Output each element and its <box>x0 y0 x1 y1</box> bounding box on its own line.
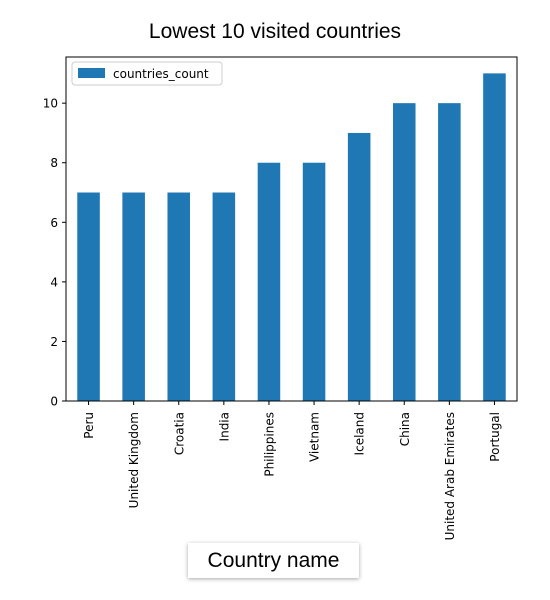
y-tick-label: 8 <box>50 156 58 170</box>
legend-swatch <box>78 68 105 78</box>
legend: countries_count <box>71 61 223 86</box>
bar <box>347 132 371 401</box>
bar <box>392 103 416 401</box>
x-tick-label: Philippines <box>262 412 276 477</box>
y-tick-label: 6 <box>50 216 58 230</box>
bar <box>77 192 100 401</box>
bar <box>438 103 461 401</box>
legend-box <box>71 61 223 86</box>
bars-layer <box>77 73 506 401</box>
x-axis: Peru United Kingdom Croatia India Philippine… <box>82 401 502 540</box>
x-tick-label: Iceland <box>353 412 367 455</box>
x-tick-label: India <box>217 412 231 441</box>
x-tick-label: China <box>398 412 412 446</box>
y-tick-label: 10 <box>43 97 58 111</box>
y-tick-label: 0 <box>50 395 58 409</box>
x-tick-label: Vietnam <box>308 412 322 462</box>
y-axis: 0 2 4 6 8 10 <box>43 97 66 409</box>
x-axis-label: Country name <box>188 543 359 578</box>
x-tick-label: Peru <box>82 412 96 439</box>
bar <box>122 192 145 401</box>
x-tick-label: Portugal <box>488 412 502 462</box>
x-tick-label: United Kingdom <box>127 412 141 508</box>
y-tick-label: 2 <box>50 335 58 349</box>
plot-frame <box>65 56 518 402</box>
chart-title: Lowest 10 visited countries <box>148 20 402 43</box>
bar <box>167 192 191 401</box>
x-tick-label: United Arab Emirates <box>443 412 457 540</box>
bar <box>483 73 506 401</box>
bar <box>302 162 326 401</box>
bar <box>257 162 281 401</box>
legend-label: countries_count <box>113 67 209 81</box>
x-tick-label: Croatia <box>172 412 186 455</box>
y-tick-label: 4 <box>50 275 58 289</box>
bar <box>212 192 236 401</box>
